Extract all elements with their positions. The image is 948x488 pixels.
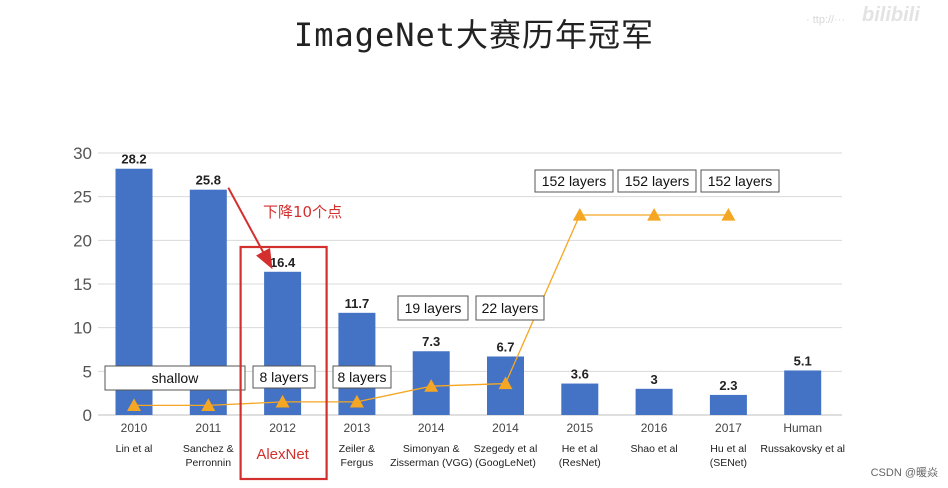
category-label: Lin et al (116, 443, 153, 455)
layer-box (475, 295, 545, 321)
layer-box-label: shallow (152, 370, 200, 386)
bilibili-logo: bilibili (862, 4, 920, 26)
bar-value-label: 11.7 (345, 296, 370, 311)
layers-point (572, 208, 587, 221)
layer-box (617, 169, 697, 193)
layers-point (275, 394, 290, 408)
category-label: Perronnin (186, 457, 232, 469)
page-title: ImageNet大赛历年冠军 (293, 16, 655, 54)
labels: 28.2 2010 Lin et al 25.8 2011 Sanchez & Perron… (116, 152, 845, 481)
bar-value-label: 16.4 (270, 255, 296, 270)
layer-box-label: 8 layers (337, 369, 386, 385)
bar-value-label: 5.1 (794, 353, 812, 368)
layer-box-label: 152 layers (708, 173, 773, 189)
layer-box-label: 152 layers (542, 173, 607, 189)
alexnet-highlight-box (239, 245, 328, 481)
layer-box-label: 19 layers (405, 300, 462, 316)
category-label: (ResNet) (559, 457, 601, 469)
bar (264, 271, 302, 415)
y-tick-label: 20 (73, 231, 92, 250)
category-label: Sanchez & (183, 443, 234, 455)
bar-value-label: 25.8 (196, 173, 221, 188)
category-label: Shao et al (630, 443, 677, 455)
bar-value-label: 2.3 (719, 378, 737, 393)
layer-box (700, 169, 780, 193)
bar (561, 383, 599, 415)
bar-value-label: 28.2 (121, 152, 146, 167)
layer-box-label: 8 layers (259, 369, 308, 385)
layer-box (104, 365, 246, 391)
layer-box-label: 152 layers (625, 173, 690, 189)
category-label: AlexNet (256, 446, 309, 463)
y-tick-label: 5 (83, 362, 92, 381)
x-tick-label: 2015 (566, 421, 593, 435)
layers-line (127, 208, 736, 411)
drop-annotation: 下降10个点 (263, 203, 342, 221)
bar-value-label: 7.3 (422, 334, 440, 349)
x-tick-label: 2016 (641, 421, 668, 435)
category-label: Szegedy et al (474, 443, 538, 455)
layers-point (721, 208, 736, 221)
bar-value-label: 3 (650, 372, 657, 387)
layers-point (201, 398, 216, 411)
layer-box (252, 365, 316, 389)
bar-value-label: 6.7 (496, 339, 514, 354)
bar-value-label: 3.6 (571, 367, 589, 382)
category-label: (SENet) (710, 457, 747, 469)
category-label: Simonyan & (403, 443, 460, 455)
x-tick-label: 2011 (195, 421, 221, 435)
layer-boxes: shallow 8 layers 8 layers 19 layers 22 layer… (104, 169, 780, 391)
layer-box (397, 295, 469, 321)
x-tick-label: 2014 (418, 421, 445, 435)
bar (709, 394, 747, 415)
x-tick-label: 2013 (344, 421, 371, 435)
y-tick-label: 25 (73, 188, 92, 207)
category-label: (GoogLeNet) (475, 457, 536, 469)
drop-arrow (227, 187, 273, 270)
layer-box-label: 22 layers (482, 300, 539, 316)
x-tick-label: 2017 (715, 421, 742, 435)
y-tick-label: 10 (73, 319, 92, 338)
layers-point (349, 394, 364, 408)
x-tick-label: 2014 (492, 421, 519, 435)
watermark-url: · ttp://··· (806, 14, 846, 26)
layers-point (498, 376, 513, 390)
grid: 0 5 10 15 20 25 30 (73, 144, 842, 425)
x-tick-label: Human (783, 421, 822, 435)
layers-point (424, 379, 439, 392)
bar (635, 388, 673, 415)
layers-point (127, 398, 141, 411)
category-label: Russakovsky et al (760, 443, 845, 455)
layers-point (647, 208, 662, 221)
layer-box (332, 365, 392, 389)
category-label: Hu et al (710, 443, 746, 455)
y-tick-label: 0 (83, 406, 92, 425)
y-tick-label: 30 (73, 144, 92, 163)
category-label: He et al (562, 443, 598, 455)
layer-box (534, 169, 614, 193)
credit-text: CSDN @暖焱 (870, 467, 938, 479)
category-label: Fergus (341, 457, 374, 469)
x-tick-label: 2012 (269, 421, 296, 435)
x-tick-label: 2010 (121, 421, 148, 435)
bar (784, 370, 822, 415)
category-label: Zisserman (VGG) (390, 457, 472, 469)
y-tick-label: 15 (73, 275, 92, 294)
category-label: Zeiler & (339, 443, 375, 455)
